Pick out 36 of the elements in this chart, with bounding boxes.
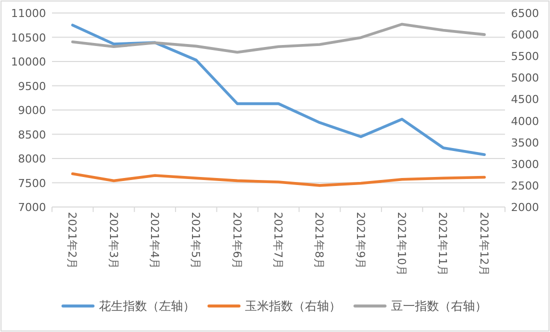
line-series (71, 24, 486, 156)
legend-label: 花生指数（左轴） (99, 299, 195, 313)
x-tick-label: 2021年9月 (354, 212, 367, 269)
y2-tick-label: 5000 (511, 72, 539, 85)
y-tick-label: 9500 (18, 80, 46, 93)
y2-tick-label: 6500 (511, 7, 539, 20)
y-tick-label: 7500 (18, 176, 46, 190)
y2-tick-label: 3500 (511, 136, 539, 150)
y2-tick-label: 4500 (511, 93, 539, 106)
line-series (71, 172, 486, 187)
x-tick-label: 2021年6月 (230, 212, 244, 269)
y-tick-label: 10500 (11, 31, 46, 44)
y-tick-label: 8500 (18, 128, 46, 142)
y2-tick-label: 4000 (511, 114, 539, 128)
y2-tick-label: 2000 (511, 201, 539, 214)
x-tick-label: 2021年3月 (106, 212, 120, 269)
x-tick-label: 2021年5月 (189, 212, 202, 269)
y2-tick-label: 6000 (511, 28, 539, 42)
x-tick-label: 2021年12月 (477, 212, 490, 276)
x-tick-label: 2021年7月 (272, 212, 284, 269)
legend-label: 玉米指数（右轴） (245, 299, 341, 313)
y2-tick-label: 3000 (511, 158, 539, 171)
y-tick-label: 7000 (18, 201, 46, 214)
y2-tick-label: 5500 (511, 50, 539, 64)
y-tick-label: 8000 (18, 152, 46, 166)
y-tick-label: 9000 (18, 104, 46, 117)
y-tick-label: 10000 (11, 56, 46, 68)
y2-tick-label: 2500 (511, 179, 539, 192)
x-tick-label: 2021年11月 (436, 212, 450, 276)
y-tick-label: 11000 (11, 7, 46, 20)
x-tick-label: 2021年4月 (148, 212, 161, 269)
x-tick-label: 2021年8月 (312, 212, 326, 269)
x-tick-label: 2021年10月 (395, 212, 408, 276)
x-tick-label: 2021年2月 (66, 212, 79, 269)
line-series (71, 22, 486, 54)
legend-label: 豆一指数（右轴） (391, 299, 487, 313)
